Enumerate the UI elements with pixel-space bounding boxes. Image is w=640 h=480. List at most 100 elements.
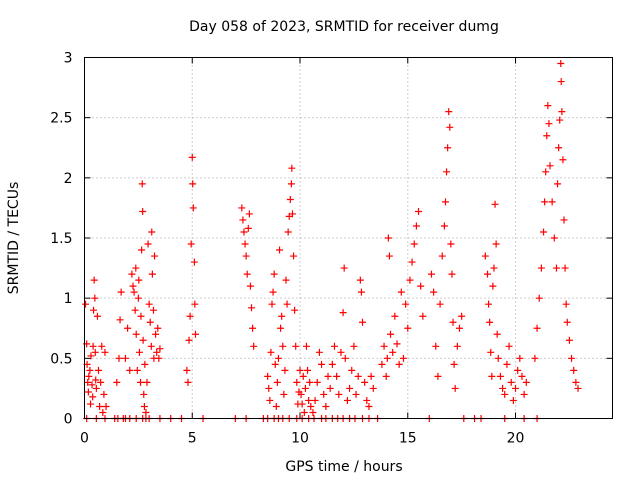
- data-point: [445, 108, 453, 116]
- data-point: [449, 318, 457, 326]
- data-point: [441, 198, 449, 206]
- data-point: [243, 270, 251, 278]
- data-point: [130, 288, 138, 296]
- data-point: [340, 264, 348, 272]
- data-point: [141, 360, 149, 368]
- axis-ticks: 0 5 10 15 20 0 0.5 1 1.5 2 2.5 3: [50, 51, 613, 447]
- data-point: [363, 396, 371, 404]
- data-point: [301, 384, 309, 392]
- data-point: [446, 123, 454, 131]
- data-point: [313, 378, 321, 386]
- data-point: [357, 288, 365, 296]
- data-point: [93, 312, 101, 320]
- data-point: [284, 228, 292, 236]
- data-point: [346, 384, 354, 392]
- data-point: [378, 360, 386, 368]
- x-axis-label: GPS time / hours: [285, 459, 402, 475]
- data-point: [307, 402, 315, 410]
- data-point: [537, 264, 545, 272]
- data-point: [189, 204, 197, 212]
- data-point: [339, 309, 347, 317]
- data-point: [97, 378, 105, 386]
- data-point: [309, 408, 317, 416]
- data-point: [90, 276, 98, 284]
- data-point: [350, 342, 358, 350]
- data-point: [531, 354, 539, 362]
- data-point: [451, 384, 459, 392]
- data-point: [273, 378, 281, 386]
- data-point: [148, 270, 156, 278]
- data-point: [300, 408, 308, 416]
- data-point: [559, 156, 567, 164]
- chart-title: Day 058 of 2023, SRMTID for receiver dum…: [189, 19, 499, 35]
- data-point: [296, 366, 304, 374]
- data-point: [146, 318, 154, 326]
- data-point: [380, 342, 388, 350]
- data-point: [512, 384, 520, 392]
- data-point: [248, 304, 256, 312]
- data-point: [385, 252, 393, 260]
- data-point: [151, 252, 159, 260]
- data-point: [382, 372, 390, 380]
- data-point: [96, 402, 104, 410]
- data-point: [190, 258, 198, 266]
- data-point: [514, 366, 522, 374]
- data-point: [395, 360, 403, 368]
- data-point: [265, 384, 273, 392]
- data-point: [156, 345, 164, 353]
- data-point: [138, 180, 146, 188]
- data-point: [297, 390, 305, 398]
- data-point: [139, 336, 147, 344]
- data-point: [128, 270, 136, 278]
- data-point: [246, 282, 254, 290]
- data-point: [269, 288, 277, 296]
- data-point: [282, 276, 290, 284]
- data-point: [488, 372, 496, 380]
- data-point: [493, 330, 501, 338]
- data-point: [496, 372, 504, 380]
- data-point: [434, 372, 442, 380]
- data-point: [240, 228, 248, 236]
- data-point: [185, 336, 193, 344]
- data-point: [543, 132, 551, 140]
- data-point: [89, 342, 97, 350]
- x-tick-label: 20: [507, 431, 525, 447]
- data-point: [92, 376, 100, 384]
- data-point: [306, 378, 314, 386]
- data-point: [89, 393, 97, 401]
- data-point: [299, 372, 307, 380]
- data-point: [154, 324, 162, 332]
- data-point: [404, 324, 412, 332]
- data-point: [492, 240, 500, 248]
- data-point: [272, 402, 280, 410]
- y-tick-label: 2: [64, 171, 73, 187]
- data-point: [557, 78, 565, 86]
- data-point: [280, 390, 288, 398]
- data-point: [448, 270, 456, 278]
- data-point: [558, 108, 566, 116]
- data-point: [91, 348, 99, 356]
- data-point: [264, 372, 272, 380]
- data-point: [522, 378, 530, 386]
- data-point: [186, 312, 194, 320]
- data-point: [540, 228, 548, 236]
- data-point: [145, 300, 153, 308]
- data-point: [397, 288, 405, 296]
- data-point: [494, 354, 502, 362]
- data-point: [140, 402, 148, 410]
- data-point: [315, 348, 323, 356]
- data-point: [560, 216, 568, 224]
- data-point: [133, 366, 141, 374]
- data-point: [116, 316, 124, 324]
- data-point: [410, 240, 418, 248]
- data-point: [503, 360, 511, 368]
- data-point: [250, 342, 258, 350]
- data-point: [274, 354, 282, 362]
- data-point: [311, 396, 319, 404]
- data-point: [324, 372, 332, 380]
- data-point: [148, 228, 156, 236]
- y-tick-label: 1.5: [50, 231, 72, 247]
- data-point: [348, 366, 356, 374]
- data-point: [516, 354, 524, 362]
- data-point: [290, 252, 298, 260]
